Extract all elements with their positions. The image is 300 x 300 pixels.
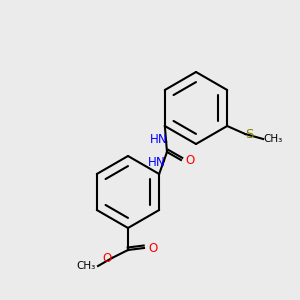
- Text: H: H: [148, 156, 156, 169]
- Text: H: H: [150, 133, 158, 146]
- Text: N: N: [158, 133, 167, 146]
- Text: O: O: [185, 154, 195, 166]
- Text: O: O: [102, 251, 112, 265]
- Text: CH₃: CH₃: [264, 134, 283, 144]
- Text: CH₃: CH₃: [76, 261, 96, 271]
- Text: N: N: [155, 156, 164, 169]
- Text: O: O: [148, 242, 158, 254]
- Text: S: S: [245, 128, 254, 140]
